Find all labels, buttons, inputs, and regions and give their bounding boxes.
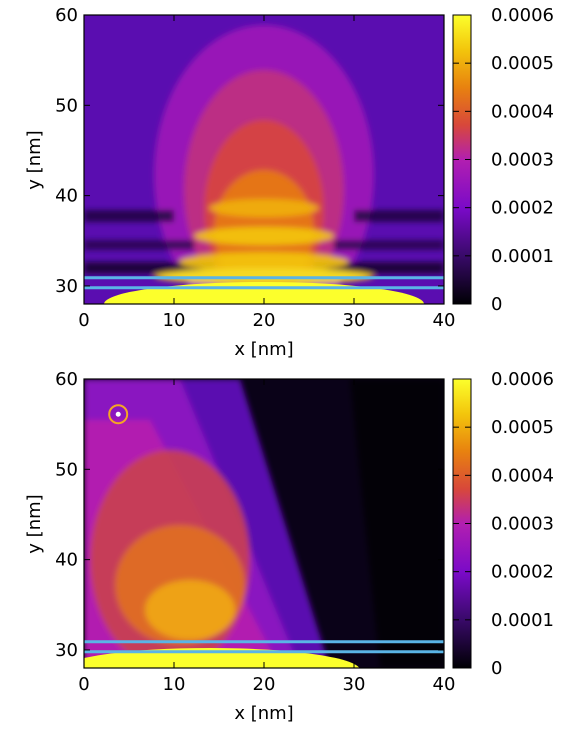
source-marker-dot xyxy=(115,411,121,417)
y-axis-label-top: y [nm] xyxy=(24,130,45,189)
y-tick-label: 40 xyxy=(55,550,78,571)
heatmap-image-top xyxy=(84,15,444,304)
colorbar-tick-label: 0.0005 xyxy=(491,417,554,438)
x-tick-label: 30 xyxy=(343,674,366,695)
x-tick-label: 40 xyxy=(433,674,456,695)
colorbar-tick-label: 0.0004 xyxy=(491,465,554,486)
colorbar-tick-label: 0.0001 xyxy=(491,246,554,267)
colorbar-tick-label: 0.0001 xyxy=(491,610,554,631)
colorbar-tick-label: 0 xyxy=(491,658,502,679)
colorbar-tick-label: 0 xyxy=(491,294,502,315)
y-tick-label: 30 xyxy=(55,640,78,661)
colorbar-tick-label: 0.0005 xyxy=(491,53,554,74)
y-tick-label: 50 xyxy=(55,459,78,480)
x-tick-label: 20 xyxy=(253,310,276,331)
y-tick-label: 40 xyxy=(55,186,78,207)
heatmap-panel-bottom: 0 10 20 30 40 30 40 50 60 x [nm] y [nm] 0 0.0001… xyxy=(24,369,554,724)
x-tick-label: 20 xyxy=(253,674,276,695)
colorbar-tick-label: 0.0003 xyxy=(491,514,554,535)
x-tick-label: 30 xyxy=(343,310,366,331)
x-tick-label: 40 xyxy=(433,310,456,331)
x-tick-label: 0 xyxy=(78,674,89,695)
x-tick-label: 10 xyxy=(163,674,186,695)
x-axis-label-bottom: x [nm] xyxy=(234,703,293,724)
colorbar-tick-label: 0.0004 xyxy=(491,101,554,122)
colorbar-tick-label: 0.0003 xyxy=(491,150,554,171)
y-tick-label: 30 xyxy=(55,276,78,297)
colorbar-tick-label: 0.0002 xyxy=(491,562,554,583)
x-tick-label: 0 xyxy=(78,310,89,331)
y-tick-label: 60 xyxy=(55,5,78,26)
colorbar-tick-label: 0.0006 xyxy=(491,369,554,390)
y-axis-label-bottom: y [nm] xyxy=(24,494,45,553)
heatmap-panel-top: 0 10 20 30 40 30 40 50 60 x [nm] y [nm] 0 0.0001… xyxy=(24,5,554,360)
x-tick-label: 10 xyxy=(163,310,186,331)
y-tick-label: 60 xyxy=(55,369,78,390)
y-tick-label: 50 xyxy=(55,95,78,116)
colorbar-tick-label: 0.0002 xyxy=(491,198,554,219)
x-axis-label-top: x [nm] xyxy=(234,339,293,360)
colorbar-tick-label: 0.0006 xyxy=(491,5,554,26)
heatmap-image-bottom xyxy=(84,379,444,668)
source-marker-ring xyxy=(108,404,129,425)
